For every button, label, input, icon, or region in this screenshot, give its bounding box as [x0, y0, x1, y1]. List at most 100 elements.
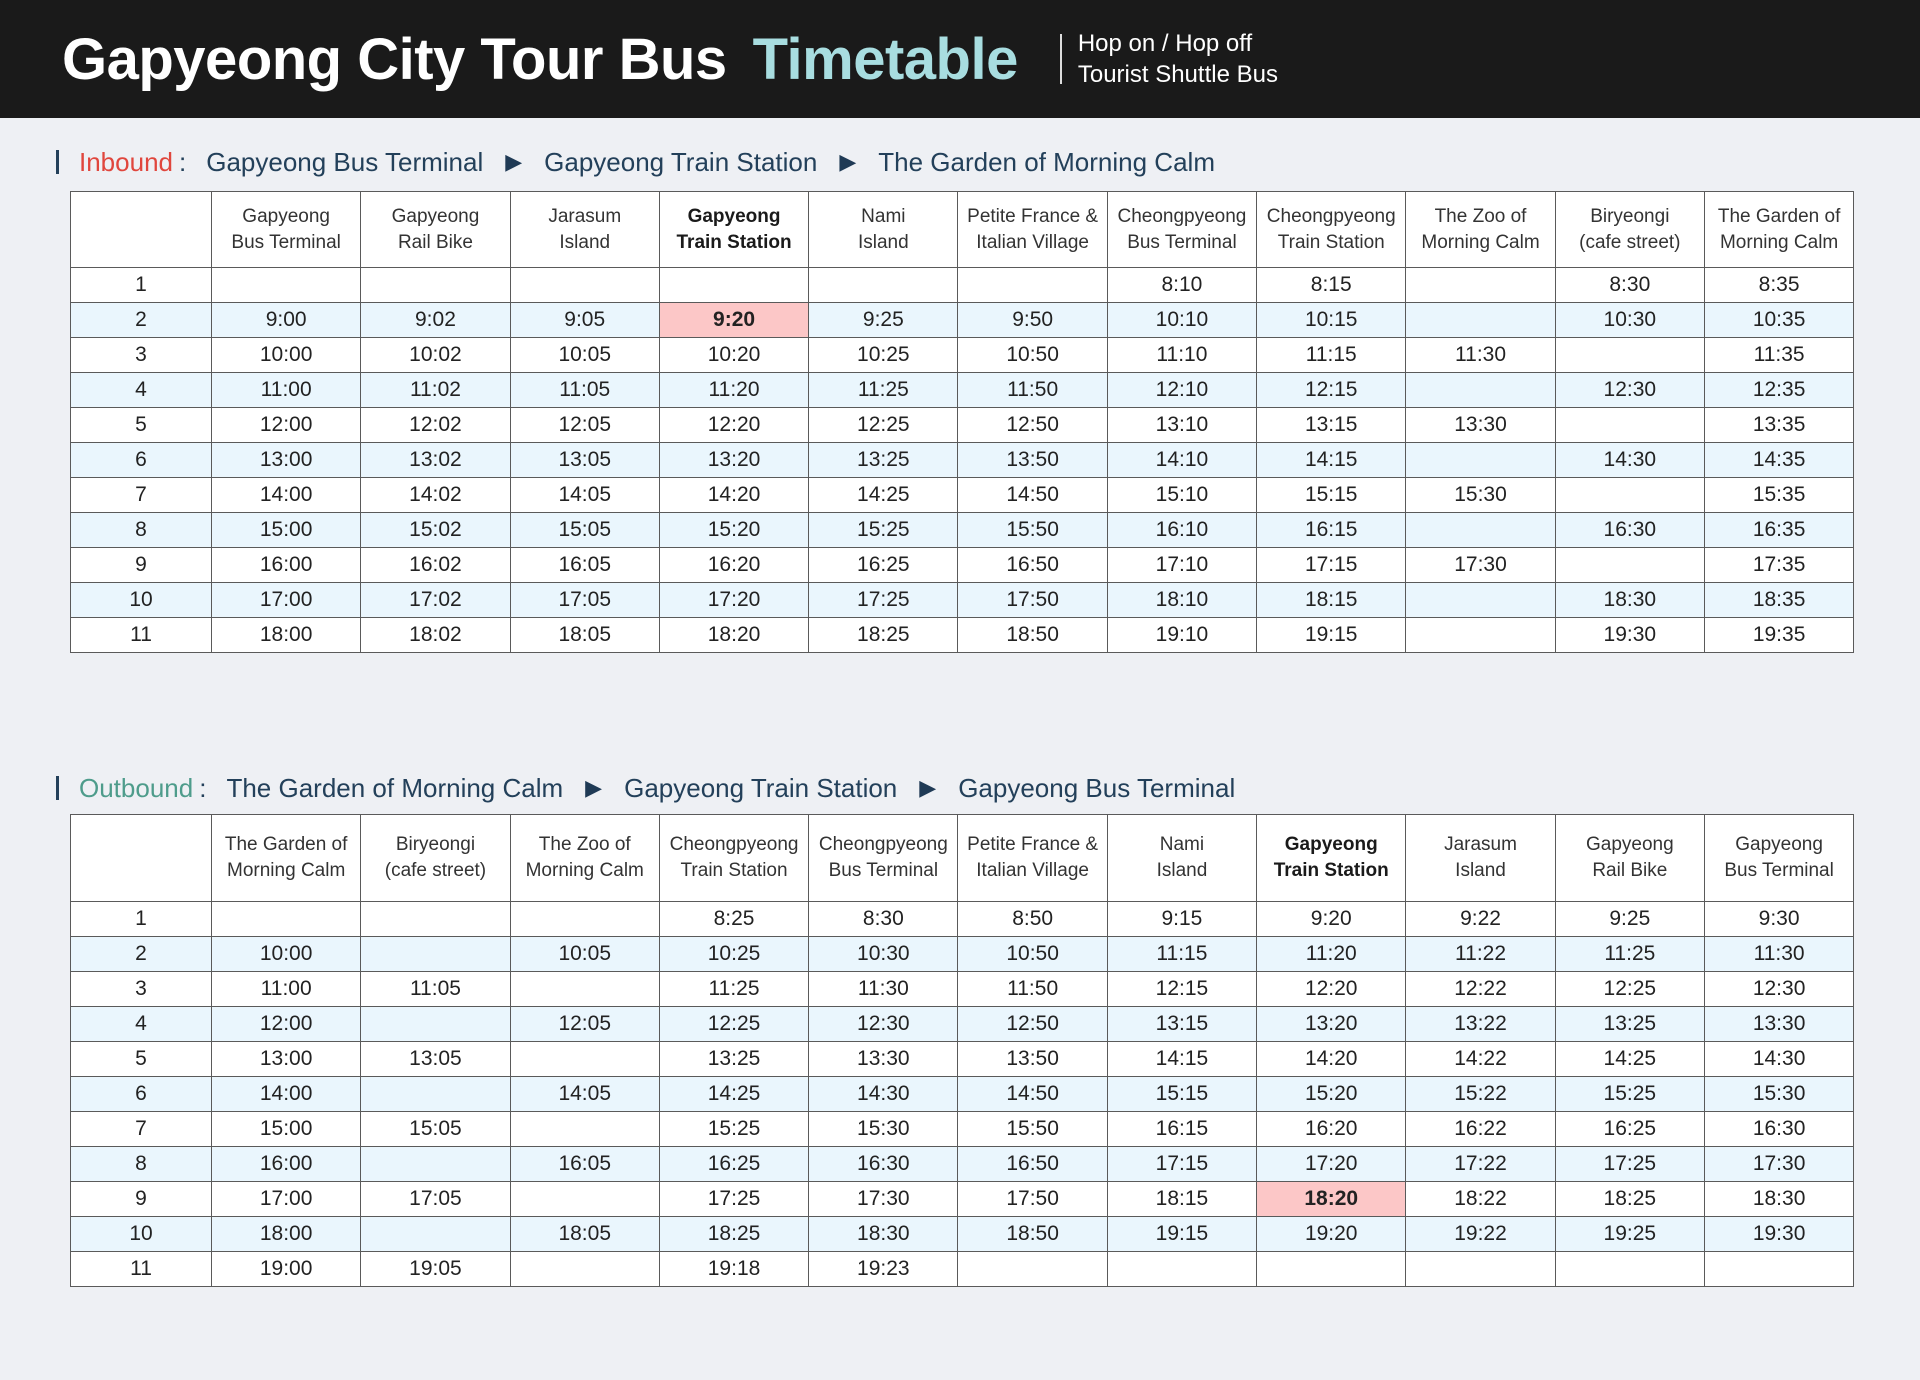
- column-header: Cheongpyeong Bus Terminal: [808, 814, 959, 902]
- column-header-line: Rail Bike: [397, 231, 473, 253]
- column-header-line: The Garden of: [1717, 205, 1841, 227]
- time-cell: 18:22: [1405, 1181, 1556, 1217]
- corner-header-cell: [70, 191, 212, 268]
- table-row: 6 14:00 14:05 14:25 14:30 14:50 15:15 15:20 15:2…: [70, 1076, 1855, 1112]
- time-cell: [509, 1111, 660, 1147]
- time-cell: 11:50: [957, 372, 1108, 408]
- column-header: Petite France & Italian Village: [957, 814, 1108, 902]
- time-cell: 14:50: [957, 477, 1108, 513]
- column-header: The Zoo of Morning Calm: [509, 814, 660, 902]
- inbound-heading: Inbound : Gapyeong Bus Terminal ▶ Gapyeo…: [56, 142, 1215, 182]
- table-row: 4 11:00 11:02 11:05 11:20 11:25 11:50 12:10 12:1…: [70, 372, 1855, 408]
- run-number-cell: 3: [70, 337, 212, 373]
- column-header: The Garden of Morning Calm: [1703, 191, 1855, 268]
- time-cell: [1405, 267, 1556, 303]
- time-cell: 18:35: [1703, 582, 1855, 618]
- time-cell: 15:05: [509, 512, 660, 548]
- time-cell: 11:05: [509, 372, 660, 408]
- time-cell: 12:05: [509, 407, 660, 443]
- time-cell: 13:25: [658, 1041, 810, 1077]
- time-cell: 14:30: [1703, 1041, 1855, 1077]
- time-cell: 13:50: [957, 1041, 1108, 1077]
- time-cell: 18:20: [1256, 1181, 1407, 1217]
- time-cell: 18:30: [808, 1216, 959, 1252]
- time-cell: 13:05: [509, 442, 660, 478]
- inbound-route-stop-3: The Garden of Morning Calm: [878, 146, 1215, 177]
- column-header-line: Gapyeong: [687, 205, 781, 227]
- table-row: 10 18:00 18:05 18:25 18:30 18:50 19:15 19:20 19:…: [70, 1216, 1855, 1252]
- column-header-line: Gapyeong: [1284, 834, 1378, 855]
- time-cell: [509, 267, 660, 303]
- time-cell: 12:10: [1106, 372, 1258, 408]
- table-row: 3 10:00 10:02 10:05 10:20 10:25 10:50 11:10 11:1…: [70, 337, 1855, 373]
- time-cell: 14:25: [658, 1076, 810, 1112]
- time-cell: 15:25: [1554, 1076, 1705, 1112]
- time-cell: [1405, 617, 1556, 653]
- time-cell: 18:50: [957, 1216, 1108, 1252]
- column-header: Gapyeong Train Station: [1256, 814, 1407, 902]
- time-cell: 18:15: [1256, 582, 1407, 618]
- time-cell: 10:02: [360, 337, 511, 373]
- time-cell: 15:05: [360, 1111, 511, 1147]
- time-cell: 15:35: [1703, 477, 1855, 513]
- time-cell: 13:10: [1106, 407, 1258, 443]
- time-cell: [360, 1216, 511, 1252]
- column-header-line: Jarasum: [548, 205, 622, 227]
- time-cell: 15:30: [808, 1111, 959, 1147]
- time-cell: 11:30: [1405, 337, 1556, 373]
- time-cell: 18:20: [658, 617, 810, 653]
- time-cell: 13:20: [1256, 1006, 1407, 1042]
- column-header-line: Gapyeong: [391, 205, 480, 227]
- time-cell: [360, 901, 511, 937]
- time-cell: 11:35: [1703, 337, 1855, 373]
- run-number-cell: 6: [70, 1076, 212, 1112]
- time-cell: 12:35: [1703, 372, 1855, 408]
- time-cell: 12:30: [1554, 372, 1705, 408]
- time-cell: 14:05: [509, 1076, 660, 1112]
- time-cell: [360, 1006, 511, 1042]
- table-row: 1 8:25 8:30 8:50 9:15 9:20 9:22 9:25 9:30: [70, 901, 1855, 937]
- time-cell: 16:30: [1554, 512, 1705, 548]
- table-row: 1 8:10 8:15 8:30 8:35: [70, 267, 1855, 303]
- time-cell: 12:20: [1256, 971, 1407, 1007]
- time-cell: 11:25: [658, 971, 810, 1007]
- table-row: 5 13:00 13:05 13:25 13:30 13:50 14:15 14:20 14:2…: [70, 1041, 1855, 1077]
- time-cell: 12:25: [658, 1006, 810, 1042]
- time-cell: 16:22: [1405, 1111, 1556, 1147]
- time-cell: 13:00: [210, 442, 362, 478]
- table-row: 5 12:00 12:02 12:05 12:20 12:25 12:50 13:10 13:1…: [70, 407, 1855, 443]
- time-cell: 16:20: [658, 547, 810, 583]
- time-cell: 17:25: [1554, 1146, 1705, 1182]
- time-cell: 11:10: [1106, 337, 1258, 373]
- run-number-cell: 6: [70, 442, 212, 478]
- column-header: Gapyeong Bus Terminal: [1703, 814, 1855, 902]
- time-cell: 11:00: [210, 971, 362, 1007]
- time-cell: 10:50: [957, 936, 1108, 972]
- column-header: Gapyeong Train Station: [658, 191, 810, 268]
- column-header: Gapyeong Rail Bike: [1554, 814, 1705, 902]
- time-cell: 13:15: [1106, 1006, 1258, 1042]
- table-row: 6 13:00 13:02 13:05 13:20 13:25 13:50 14:10 14:1…: [70, 442, 1855, 478]
- time-cell: [957, 1251, 1108, 1287]
- column-header-line: (cafe street): [1579, 231, 1681, 253]
- column-header-line: Italian Village: [976, 860, 1089, 881]
- run-number-cell: 1: [70, 901, 212, 937]
- time-cell: [360, 1146, 511, 1182]
- column-header-line: Bus Terminal: [231, 231, 341, 253]
- time-cell: 12:30: [808, 1006, 959, 1042]
- time-cell: 13:50: [957, 442, 1108, 478]
- time-cell: 13:20: [658, 442, 810, 478]
- time-cell: 14:50: [957, 1076, 1108, 1112]
- inbound-route-stop-1: Gapyeong Bus Terminal: [206, 146, 484, 177]
- time-cell: 18:02: [360, 617, 511, 653]
- time-cell: 18:10: [1106, 582, 1258, 618]
- time-cell: 19:35: [1703, 617, 1855, 653]
- time-cell: [1405, 1251, 1556, 1287]
- run-number-cell: 11: [70, 1251, 212, 1287]
- time-cell: 19:22: [1405, 1216, 1556, 1252]
- time-cell: 10:25: [658, 936, 810, 972]
- route-arrow-icon: ▶: [505, 149, 523, 174]
- time-cell: 16:15: [1106, 1111, 1258, 1147]
- time-cell: 13:05: [360, 1041, 511, 1077]
- time-cell: 14:25: [1554, 1041, 1705, 1077]
